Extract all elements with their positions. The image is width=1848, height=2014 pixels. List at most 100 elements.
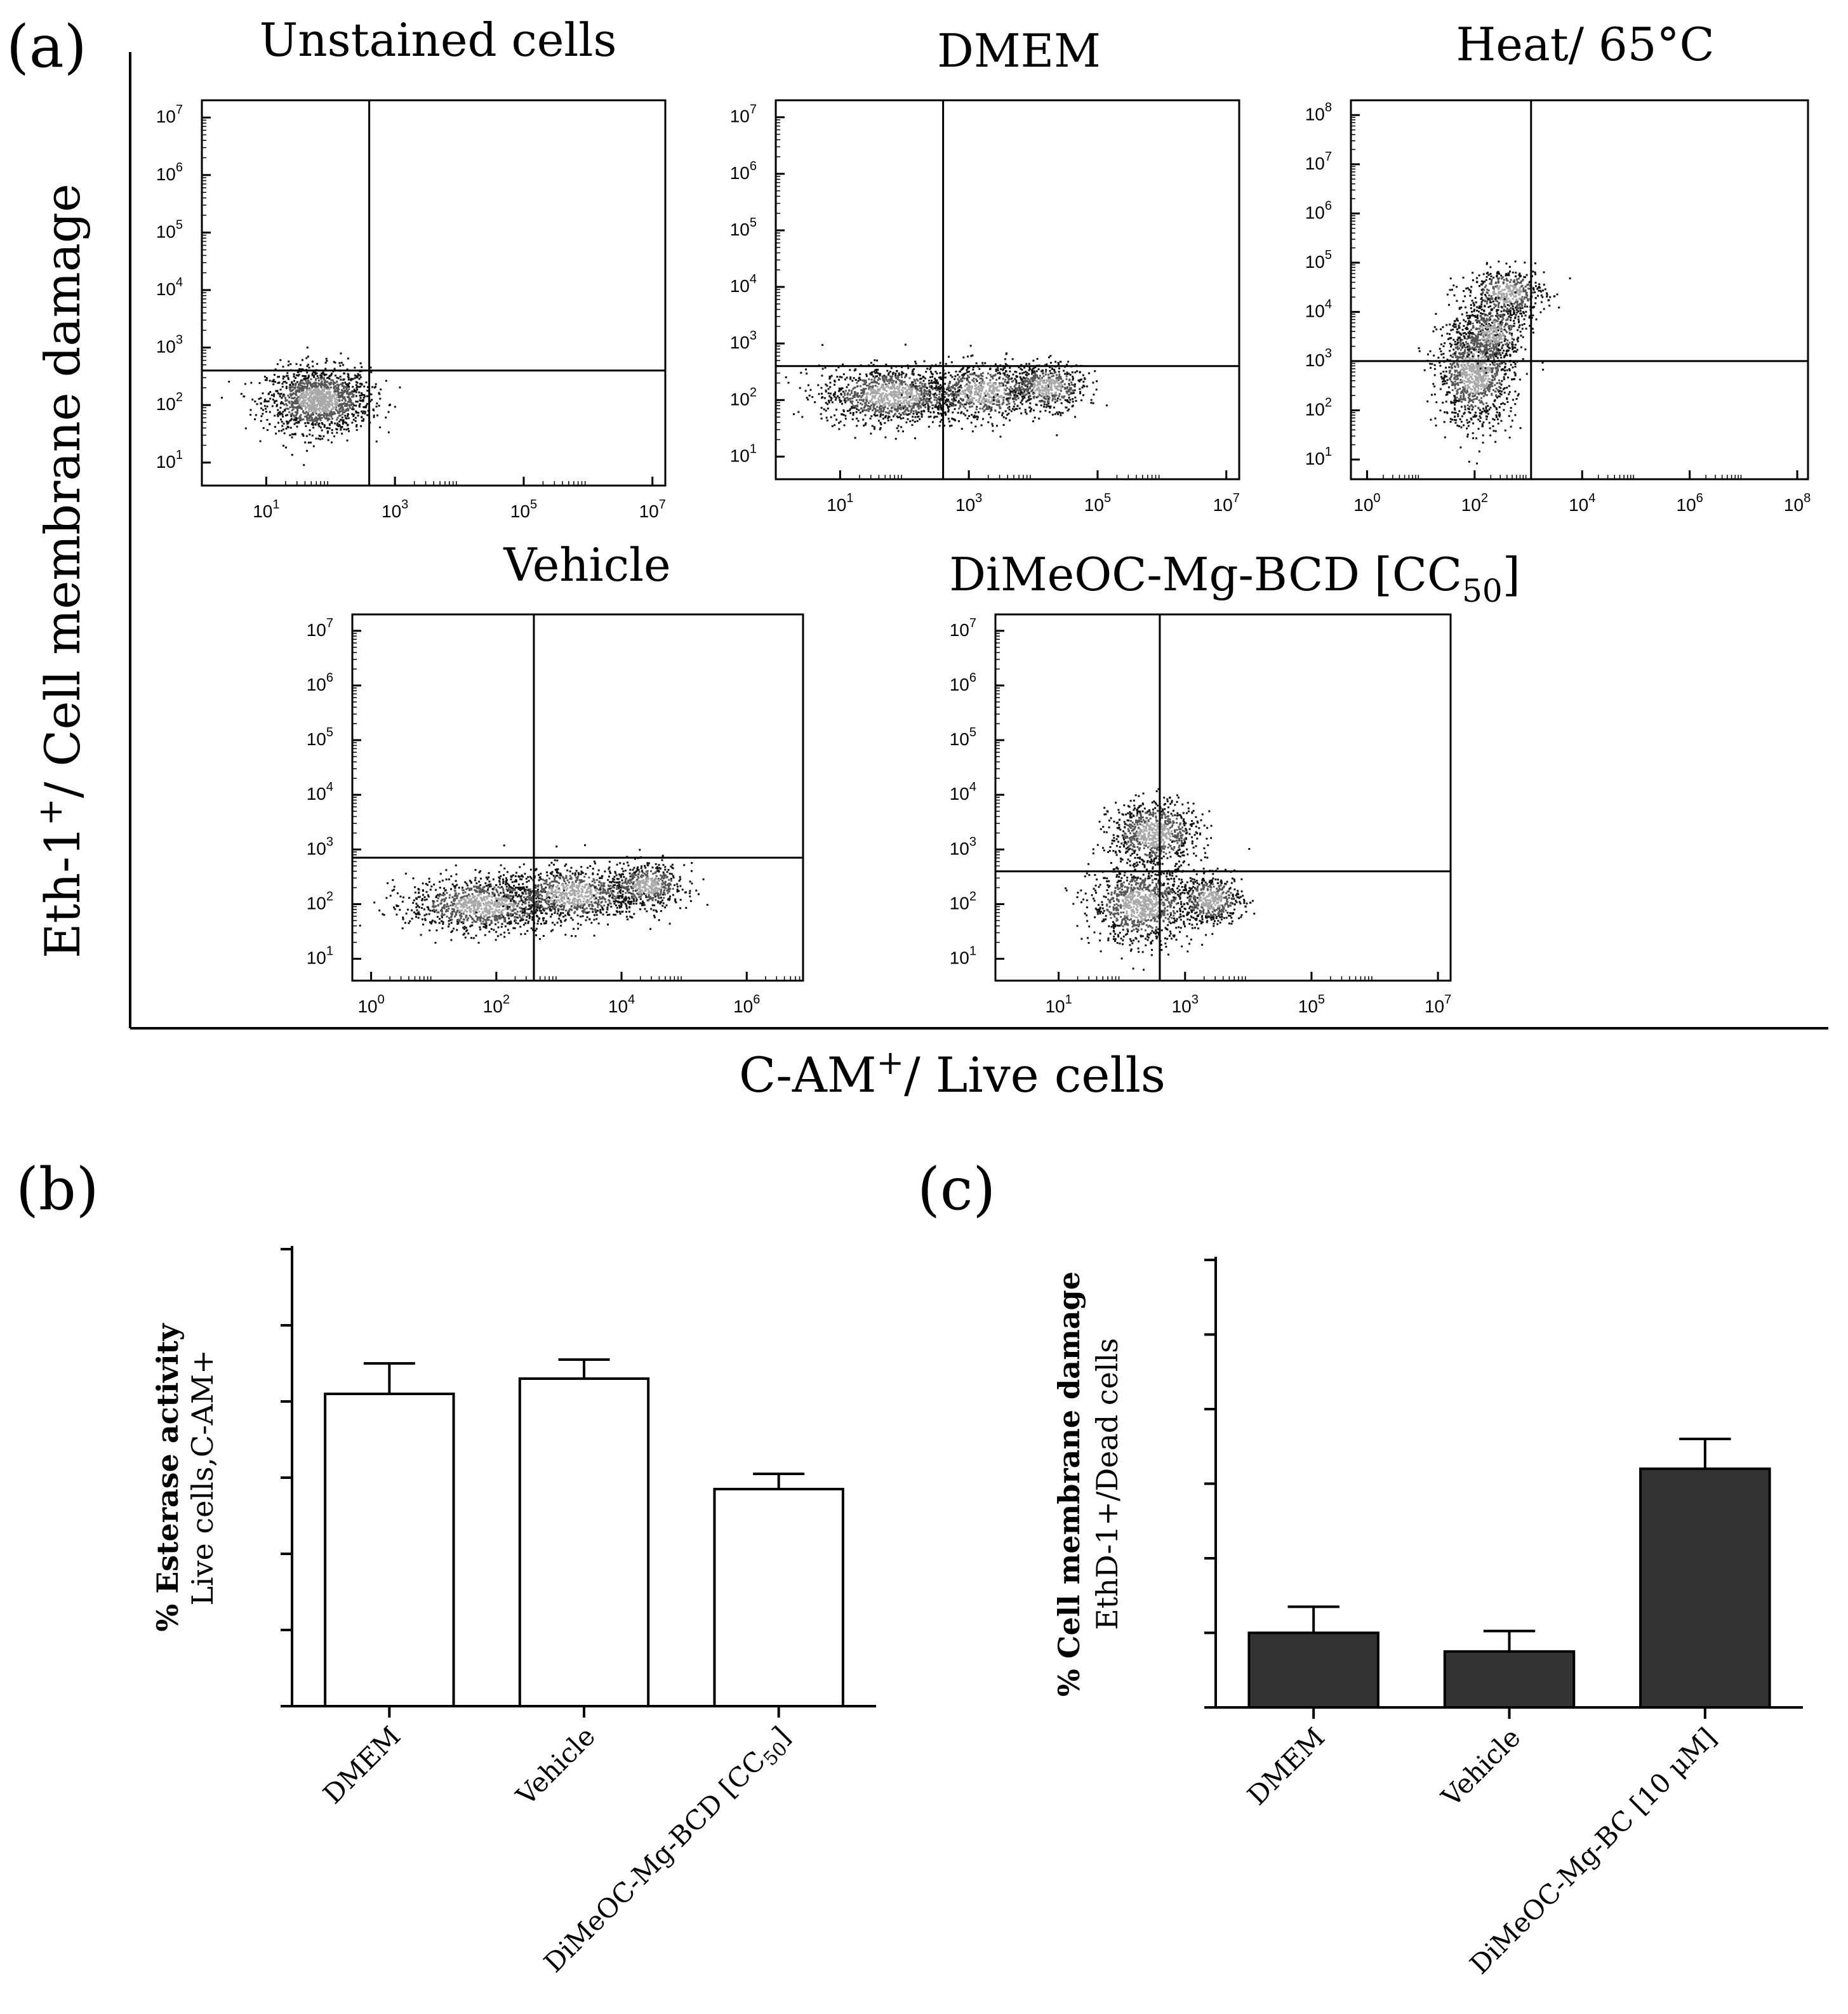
event-dot — [1475, 366, 1478, 368]
event-dot — [901, 386, 904, 388]
event-dot — [346, 385, 349, 387]
event-dot — [1450, 402, 1452, 404]
event-dot — [312, 408, 314, 411]
event-dot — [1485, 334, 1487, 336]
event-dot — [1450, 380, 1452, 383]
event-dot — [364, 395, 366, 397]
event-dot — [1036, 376, 1039, 378]
event-dot — [1000, 385, 1002, 387]
event-dot — [1464, 357, 1466, 360]
event-dot — [1456, 396, 1458, 399]
event-dot — [896, 378, 899, 380]
event-dot — [1458, 331, 1460, 333]
event-dot — [997, 367, 999, 369]
event-dot — [280, 392, 283, 395]
event-dot — [285, 403, 288, 406]
event-dot — [1482, 395, 1485, 397]
event-dot — [296, 389, 298, 392]
event-dot — [319, 407, 321, 410]
event-dot — [334, 388, 336, 391]
event-dot — [1070, 387, 1072, 389]
event-dot — [889, 403, 892, 406]
event-dot — [340, 418, 342, 421]
event-dot — [935, 385, 938, 387]
event-dot — [975, 399, 978, 401]
event-dot — [856, 405, 859, 407]
event-dot — [927, 410, 930, 413]
event-dot — [1044, 395, 1046, 398]
event-dot — [1051, 393, 1053, 395]
event-dot — [931, 407, 934, 409]
event-dot — [899, 404, 901, 406]
event-dot — [826, 419, 828, 421]
event-dot — [876, 390, 879, 393]
event-dot — [331, 441, 333, 444]
event-dot — [995, 368, 997, 371]
event-dot — [280, 418, 282, 421]
event-dot — [969, 406, 971, 408]
event-dot — [1079, 380, 1080, 383]
event-dot — [1074, 396, 1077, 399]
y-tick-label: 104 — [156, 275, 183, 299]
event-dot — [301, 359, 303, 361]
event-dot — [941, 385, 943, 388]
event-dot — [877, 401, 880, 403]
event-dot — [1014, 397, 1016, 400]
event-dot — [926, 397, 928, 400]
event-dot — [347, 357, 349, 360]
event-dot — [267, 400, 270, 402]
tick-base: 10 — [156, 107, 176, 126]
event-dot — [1429, 350, 1432, 352]
event-dot — [866, 396, 868, 399]
event-dot — [326, 427, 329, 429]
event-dot — [835, 418, 838, 421]
event-dot — [811, 395, 814, 398]
event-dot — [939, 362, 941, 364]
event-dot — [301, 380, 303, 382]
event-dot — [1475, 364, 1477, 366]
event-dot — [1489, 357, 1492, 359]
event-dot — [277, 412, 280, 414]
event-dot — [858, 409, 860, 411]
event-dot — [1053, 383, 1056, 385]
event-dot — [325, 391, 328, 394]
event-dot — [336, 390, 339, 392]
event-dot — [1473, 381, 1476, 384]
event-dot — [1446, 333, 1449, 335]
event-dot — [296, 401, 298, 404]
event-dot — [898, 383, 901, 386]
event-dot — [900, 408, 902, 411]
event-dot — [1493, 378, 1496, 381]
event-dot — [269, 391, 272, 394]
event-dot — [934, 382, 937, 385]
event-dot — [886, 369, 889, 372]
event-dot — [1470, 352, 1473, 355]
event-dot — [317, 391, 319, 394]
event-dot — [1031, 376, 1034, 379]
event-dot — [921, 392, 923, 395]
event-dot — [898, 374, 900, 376]
event-dot — [1440, 328, 1442, 331]
event-dot — [917, 399, 920, 401]
event-dot — [1063, 369, 1065, 372]
event-dot — [797, 411, 800, 413]
event-dot — [1049, 378, 1052, 381]
event-dot — [1471, 347, 1473, 348]
event-dot — [356, 388, 359, 391]
event-dot — [277, 409, 279, 411]
event-dot — [1042, 375, 1045, 378]
event-dot — [961, 376, 964, 379]
event-dot — [328, 414, 330, 417]
event-dot — [316, 389, 318, 392]
event-dot — [882, 406, 884, 409]
event-dot — [1476, 396, 1479, 399]
event-dot — [854, 394, 857, 396]
event-dot — [1031, 370, 1034, 373]
event-dot — [903, 411, 906, 413]
event-dot — [1482, 434, 1484, 437]
event-dot — [870, 373, 873, 376]
event-dot — [947, 399, 950, 401]
event-dot — [1468, 395, 1471, 397]
event-dot — [1476, 343, 1478, 346]
event-dot — [905, 374, 907, 377]
